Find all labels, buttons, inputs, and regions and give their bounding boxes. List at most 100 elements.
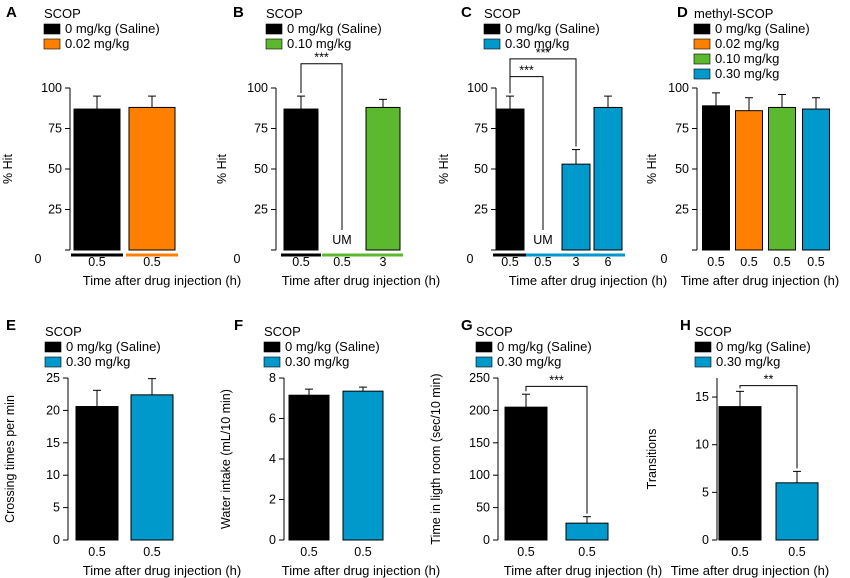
y-axis-label: Transitions bbox=[645, 429, 659, 490]
x-axis-label: Time after drug injection (h) bbox=[83, 273, 241, 288]
bar bbox=[802, 108, 830, 251]
y-axis-label: % Hit bbox=[215, 154, 229, 184]
legend-swatch-black bbox=[263, 341, 281, 353]
x-tick-label: 0.5 bbox=[143, 255, 160, 269]
bar bbox=[561, 163, 591, 251]
bar bbox=[130, 394, 174, 541]
x-axis-label: Time after drug injection (h) bbox=[282, 273, 440, 288]
legend-swatch-black bbox=[694, 341, 712, 353]
y-tick-label: 5 bbox=[53, 501, 60, 515]
legend-swatch-blue bbox=[483, 38, 501, 50]
significance-label: *** bbox=[536, 46, 551, 60]
y-tick-label: 15 bbox=[695, 390, 709, 404]
bar bbox=[718, 406, 762, 541]
legend-label: 0.30 mg/kg bbox=[505, 36, 569, 51]
y-tick-label: 75 bbox=[48, 122, 62, 136]
legend-swatch-black bbox=[43, 23, 61, 35]
x-tick-label: 0.5 bbox=[292, 255, 309, 269]
legend-label: 0 mg/kg (Saline) bbox=[65, 21, 160, 36]
panel-label: A bbox=[6, 4, 17, 21]
x-tick-label: 0.5 bbox=[88, 545, 105, 559]
y-tick-label: 0 bbox=[467, 252, 474, 266]
legend-swatch-orange bbox=[43, 38, 61, 50]
significance-label: *** bbox=[519, 64, 534, 78]
legend-label: 0 mg/kg (Saline) bbox=[285, 339, 380, 354]
x-tick-label: 0.5 bbox=[143, 545, 160, 559]
panel-label: G bbox=[461, 317, 473, 334]
y-tick-label: 50 bbox=[675, 162, 689, 176]
x-tick-label: 0.5 bbox=[788, 545, 805, 559]
x-tick-label: 3 bbox=[573, 255, 580, 269]
legend-label: 0 mg/kg (Saline) bbox=[497, 339, 592, 354]
y-tick-label: 6 bbox=[269, 412, 276, 426]
bar bbox=[73, 108, 121, 251]
legend-title: SCOP bbox=[484, 6, 521, 21]
x-tick-label: 6 bbox=[605, 255, 612, 269]
x-tick-label: 0.5 bbox=[501, 255, 518, 269]
significance-label: *** bbox=[549, 373, 564, 387]
legend-title: SCOP bbox=[695, 324, 732, 339]
legend-label: 0 mg/kg (Saline) bbox=[287, 21, 382, 36]
significance-bracket bbox=[739, 385, 798, 469]
y-tick-label: 25 bbox=[254, 203, 268, 217]
legend-swatch-blue bbox=[263, 356, 281, 368]
y-tick-label: 75 bbox=[254, 122, 268, 136]
y-tick-label: 0 bbox=[702, 533, 709, 547]
bar-note: UM bbox=[332, 233, 351, 247]
y-tick-label: 50 bbox=[48, 162, 62, 176]
bar bbox=[365, 106, 401, 251]
y-tick-label: 25 bbox=[48, 203, 62, 217]
panel-label: C bbox=[461, 4, 472, 21]
legend-title: SCOP bbox=[476, 324, 513, 339]
x-tick-label: 0.5 bbox=[517, 545, 534, 559]
x-axis-label: Time after drug injection (h) bbox=[671, 563, 829, 578]
legend-label: 0.30 mg/kg bbox=[285, 354, 349, 369]
significance-bracket bbox=[525, 385, 588, 514]
panel-label: E bbox=[6, 317, 16, 334]
panel-label: F bbox=[234, 317, 243, 334]
y-tick-label: 50 bbox=[476, 501, 490, 515]
bar bbox=[768, 106, 796, 251]
panel-label: D bbox=[677, 4, 688, 21]
legend-label: 0.02 mg/kg bbox=[715, 36, 779, 51]
x-axis-label: Time after drug injection (h) bbox=[681, 273, 839, 288]
x-tick-label: 0.5 bbox=[773, 255, 790, 269]
bar bbox=[288, 394, 330, 541]
y-tick-label: 0 bbox=[234, 252, 241, 266]
legend-title: SCOP bbox=[44, 6, 81, 21]
y-axis-label: Water intake (mL/10 min) bbox=[219, 389, 233, 529]
y-axis-label: % Hit bbox=[645, 154, 659, 184]
legend-label: 0.02 mg/kg bbox=[65, 36, 129, 51]
bar bbox=[504, 406, 548, 541]
legend-swatch-blue bbox=[44, 356, 62, 368]
y-tick-label: 75 bbox=[675, 122, 689, 136]
x-tick-label: 0.5 bbox=[354, 545, 371, 559]
x-axis-label: Time after drug injection (h) bbox=[282, 563, 440, 578]
y-tick-label: 75 bbox=[474, 122, 488, 136]
y-tick-label: 100 bbox=[247, 81, 268, 95]
y-tick-label: 0 bbox=[269, 533, 276, 547]
x-tick-label: 0.5 bbox=[333, 255, 350, 269]
y-tick-label: 25 bbox=[474, 203, 488, 217]
y-tick-label: 100 bbox=[41, 81, 62, 95]
y-axis-label: Time in ligth room (sec/10 min) bbox=[429, 373, 443, 544]
bar bbox=[593, 106, 623, 251]
y-tick-label: 20 bbox=[46, 403, 60, 417]
legend-swatch-black bbox=[44, 341, 62, 353]
legend-label: 0.10 mg/kg bbox=[715, 51, 779, 66]
legend-swatch-blue bbox=[694, 356, 712, 368]
legend-swatch-black bbox=[483, 23, 501, 35]
y-axis-label: % Hit bbox=[1, 154, 15, 184]
y-tick-label: 150 bbox=[469, 436, 490, 450]
y-tick-label: 15 bbox=[46, 436, 60, 450]
legend-label: 0.10 mg/kg bbox=[287, 36, 351, 51]
x-axis-label: Time after drug injection (h) bbox=[83, 563, 241, 578]
legend-swatch-orange bbox=[693, 38, 711, 50]
